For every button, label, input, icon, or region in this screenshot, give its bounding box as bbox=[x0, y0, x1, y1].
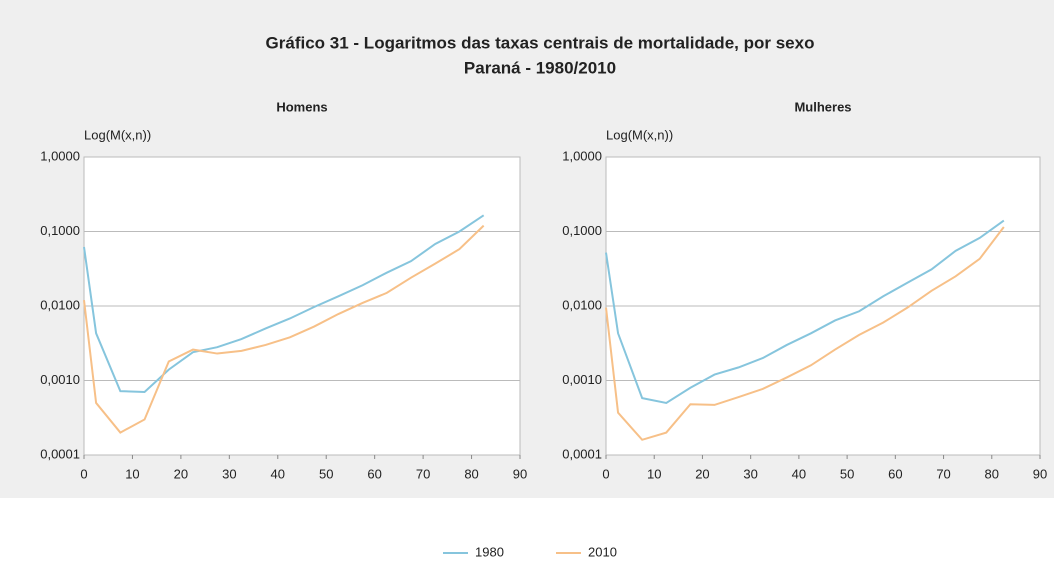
y-tick-label: 0,0010 bbox=[40, 372, 80, 387]
series-line bbox=[83, 224, 485, 434]
y-tick-label: 0,0010 bbox=[562, 372, 602, 387]
panel-title: Mulheres bbox=[794, 99, 851, 114]
x-tick-label: 70 bbox=[416, 466, 430, 481]
x-tick-label: 80 bbox=[464, 466, 478, 481]
x-tick-label: 10 bbox=[647, 466, 661, 481]
x-tick-label: 0 bbox=[80, 466, 87, 481]
y-axis-label: Log(M(x,n)) bbox=[606, 127, 673, 142]
series-line bbox=[83, 214, 485, 394]
panel-title: Homens bbox=[276, 99, 327, 114]
x-tick-label: 90 bbox=[513, 466, 527, 481]
chart-subtitle: Paraná - 1980/2010 bbox=[464, 58, 616, 77]
x-tick-label: 60 bbox=[367, 466, 381, 481]
x-tick-label: 10 bbox=[125, 466, 139, 481]
y-tick-label: 1,0000 bbox=[562, 148, 602, 163]
series-line bbox=[605, 226, 1005, 441]
x-tick-label: 70 bbox=[936, 466, 950, 481]
x-tick-label: 50 bbox=[840, 466, 854, 481]
series-line bbox=[605, 219, 1005, 404]
legend-label: 2010 bbox=[588, 544, 617, 559]
x-tick-label: 60 bbox=[888, 466, 902, 481]
y-axis-label: Log(M(x,n)) bbox=[84, 127, 151, 142]
x-tick-label: 20 bbox=[174, 466, 188, 481]
x-tick-label: 80 bbox=[985, 466, 999, 481]
chart-title: Gráfico 31 - Logaritmos das taxas centra… bbox=[266, 33, 815, 52]
x-tick-label: 20 bbox=[695, 466, 709, 481]
legend-label: 1980 bbox=[475, 544, 504, 559]
y-tick-label: 1,0000 bbox=[40, 148, 80, 163]
y-tick-label: 0,0001 bbox=[40, 446, 80, 461]
y-tick-label: 0,0100 bbox=[40, 297, 80, 312]
x-tick-label: 30 bbox=[743, 466, 757, 481]
y-tick-label: 0,0001 bbox=[562, 446, 602, 461]
x-tick-label: 40 bbox=[792, 466, 806, 481]
y-tick-label: 0,1000 bbox=[562, 223, 602, 238]
x-tick-label: 30 bbox=[222, 466, 236, 481]
x-tick-label: 50 bbox=[319, 466, 333, 481]
x-tick-label: 90 bbox=[1033, 466, 1047, 481]
x-tick-label: 40 bbox=[271, 466, 285, 481]
y-tick-label: 0,1000 bbox=[40, 223, 80, 238]
y-tick-label: 0,0100 bbox=[562, 297, 602, 312]
x-tick-label: 0 bbox=[602, 466, 609, 481]
